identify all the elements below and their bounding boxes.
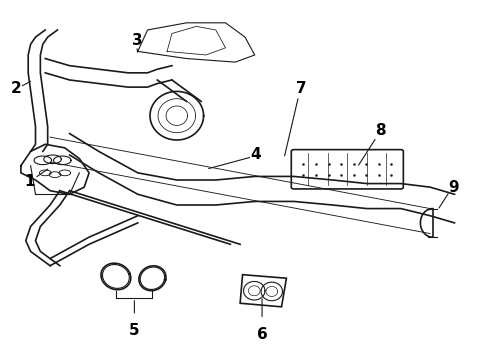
Text: 6: 6 (257, 327, 268, 342)
Text: 7: 7 (296, 81, 306, 96)
Text: 2: 2 (11, 81, 22, 96)
Text: 5: 5 (129, 323, 140, 338)
Text: 3: 3 (131, 33, 142, 48)
Text: 4: 4 (250, 147, 261, 162)
Text: 1: 1 (24, 174, 35, 189)
Text: 8: 8 (375, 123, 386, 138)
Text: 9: 9 (448, 180, 459, 195)
